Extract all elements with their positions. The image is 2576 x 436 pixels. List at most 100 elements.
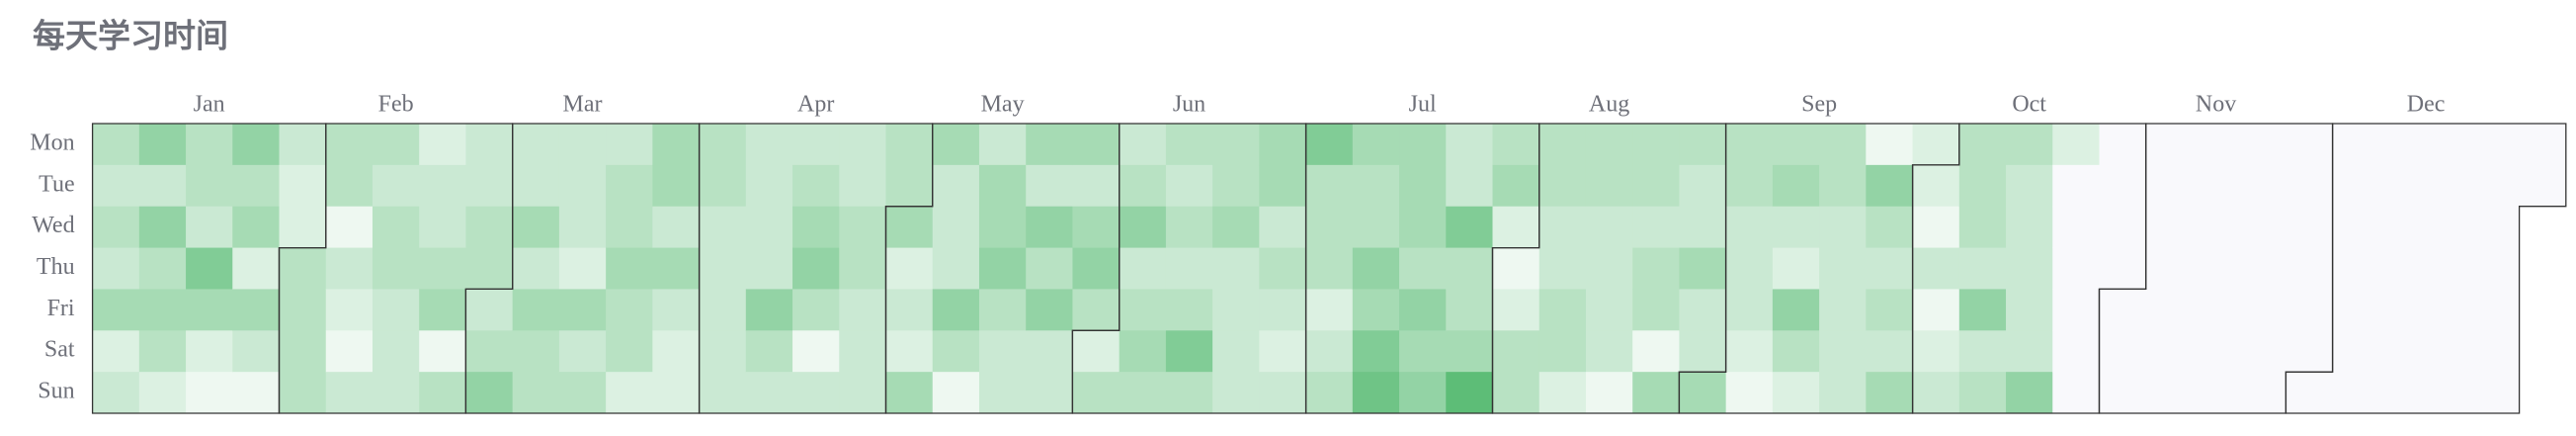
day-cell xyxy=(419,330,466,373)
day-cell xyxy=(839,124,887,166)
day-cell xyxy=(652,289,701,331)
day-cell xyxy=(138,330,187,373)
day-cell xyxy=(372,289,420,331)
day-cell xyxy=(1866,372,1914,414)
day-cell xyxy=(839,372,887,414)
day-cell xyxy=(1912,289,1960,331)
month-label: Mar xyxy=(563,92,603,118)
day-cell xyxy=(512,372,560,414)
day-cell xyxy=(606,206,653,249)
day-label: Thu xyxy=(37,254,75,280)
day-cell xyxy=(419,372,466,414)
day-cell xyxy=(1772,372,1820,414)
day-cell xyxy=(1446,372,1493,414)
empty-cell xyxy=(2332,372,2380,414)
day-cell xyxy=(232,206,281,249)
empty-cell xyxy=(2472,289,2521,331)
day-cell xyxy=(465,164,514,208)
day-cell xyxy=(792,206,840,249)
empty-cell xyxy=(2239,206,2286,249)
day-cell xyxy=(419,164,466,208)
empty-cell xyxy=(2052,289,2100,331)
month-label: Sep xyxy=(1801,92,1837,118)
day-cell xyxy=(839,206,887,249)
day-cell xyxy=(465,124,514,166)
empty-cell xyxy=(2099,330,2147,373)
day-cell xyxy=(2006,289,2053,331)
day-cell xyxy=(1538,247,1587,290)
day-cell xyxy=(1772,330,1820,373)
day-cell xyxy=(325,247,374,290)
day-cell xyxy=(1399,330,1447,373)
day-cell xyxy=(1399,164,1447,208)
day-cell xyxy=(279,289,327,331)
day-cell xyxy=(1912,372,1960,414)
day-cell xyxy=(792,289,840,331)
day-cell xyxy=(606,330,653,373)
day-cell xyxy=(1679,206,1727,249)
day-cell xyxy=(2006,124,2053,166)
day-cell xyxy=(1072,289,1121,331)
day-cell xyxy=(1165,247,1213,290)
day-cell xyxy=(2006,206,2053,249)
empty-cell xyxy=(2192,372,2240,414)
month-label: Jul xyxy=(1409,92,1437,118)
day-cell xyxy=(1632,164,1680,208)
empty-cell xyxy=(2099,372,2147,414)
empty-cell xyxy=(2052,164,2100,208)
day-cell xyxy=(932,330,980,373)
empty-cell xyxy=(2192,206,2240,249)
month-label: Apr xyxy=(797,92,834,118)
empty-cell xyxy=(2145,289,2194,331)
day-cell xyxy=(1912,206,1960,249)
chart-title: 每天学习时间 xyxy=(33,17,228,55)
day-cell xyxy=(1446,206,1493,249)
day-cell xyxy=(92,164,140,208)
empty-cell xyxy=(2378,372,2427,414)
day-cell xyxy=(1352,164,1400,208)
day-cell xyxy=(186,289,233,331)
empty-cell xyxy=(2145,247,2194,290)
day-cell xyxy=(1538,289,1587,331)
day-cell xyxy=(1446,330,1493,373)
day-cell xyxy=(1958,206,2007,249)
day-cell xyxy=(1165,372,1213,414)
day-cell xyxy=(1305,206,1354,249)
day-cell xyxy=(1026,124,1073,166)
day-cell xyxy=(1819,330,1867,373)
day-cell xyxy=(92,124,140,166)
day-cell xyxy=(92,247,140,290)
day-cell xyxy=(558,289,607,331)
empty-cell xyxy=(2192,247,2240,290)
day-cell xyxy=(1772,247,1820,290)
day-cell xyxy=(1819,289,1867,331)
day-cell xyxy=(1119,372,1167,414)
day-cell xyxy=(1679,164,1727,208)
empty-cell xyxy=(2239,330,2286,373)
empty-cell xyxy=(2378,124,2427,166)
month-label: Jun xyxy=(1173,92,1205,118)
day-cell xyxy=(1212,330,1260,373)
day-label: Mon xyxy=(30,130,74,155)
day-cell xyxy=(1399,372,1447,414)
day-label: Wed xyxy=(32,213,74,238)
day-cell xyxy=(1632,372,1680,414)
day-cell xyxy=(1072,330,1121,373)
day-cell xyxy=(232,330,281,373)
day-cell xyxy=(419,247,466,290)
day-cell xyxy=(745,330,793,373)
month-label: May xyxy=(981,92,1025,118)
day-cell xyxy=(1912,124,1960,166)
day-cell xyxy=(372,372,420,414)
empty-cell xyxy=(2519,124,2567,166)
day-cell xyxy=(1725,164,1774,208)
month-label: Aug xyxy=(1589,92,1629,118)
day-cell xyxy=(606,372,653,414)
day-label: Sat xyxy=(44,337,75,363)
day-cell xyxy=(1725,124,1774,166)
empty-cell xyxy=(2099,289,2147,331)
empty-cell xyxy=(2285,124,2334,166)
day-cell xyxy=(606,289,653,331)
empty-cell xyxy=(2426,124,2473,166)
day-cell xyxy=(792,124,840,166)
